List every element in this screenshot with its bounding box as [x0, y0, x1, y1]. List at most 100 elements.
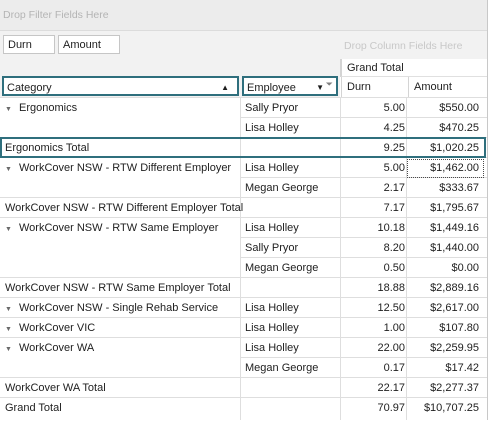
amount-cell[interactable]: $2,259.95 [430, 342, 479, 354]
amount-cell[interactable]: $1,795.67 [430, 202, 479, 214]
triangle-down-icon[interactable]: ▼ [5, 306, 12, 313]
pivot-row: Megan George 0.17 $17.42 [241, 357, 487, 378]
data-field-durn[interactable]: Durn [3, 35, 55, 54]
amount-cell[interactable]: $0.00 [451, 262, 479, 274]
category-label: WorkCover WA [19, 342, 95, 354]
pivot-row: ▼ WorkCover WA Lisa Holley 22.00 $2,259.9… [0, 337, 487, 358]
grand-total-column-header[interactable]: Grand Total [341, 59, 487, 77]
pivot-row: ▼ WorkCover NSW - RTW Different Employer … [0, 157, 487, 178]
grand-total-label[interactable]: Grand Total [5, 402, 62, 414]
amount-cell[interactable]: $333.67 [439, 182, 479, 194]
amount-cell[interactable]: $2,889.16 [430, 282, 479, 294]
pivot-row: Lisa Holley 4.25 $470.25 [241, 117, 487, 138]
pivot-total-row: WorkCover NSW - RTW Same Employer Total … [0, 277, 487, 298]
amount-cell[interactable]: $2,277.37 [430, 382, 479, 394]
filter-drop-zone[interactable]: Drop Filter Fields Here [0, 0, 487, 31]
durn-cell[interactable]: 8.20 [383, 242, 405, 254]
employee-cell[interactable]: Lisa Holley [245, 302, 299, 314]
pivot-total-row: Ergonomics Total 9.25 $1,020.25 [0, 137, 487, 158]
total-label[interactable]: WorkCover NSW - RTW Different Employer T… [5, 202, 244, 214]
grand-total-row: Grand Total 70.97 $10,707.25 [0, 397, 487, 421]
data-field-area: Durn Amount [0, 31, 487, 59]
category-cell[interactable]: ▼ Ergonomics [5, 98, 77, 118]
amount-cell[interactable]: $17.42 [445, 362, 479, 374]
pivot-row: Sally Pryor 8.20 $1,440.00 [241, 237, 487, 258]
durn-cell[interactable]: 22.00 [377, 342, 405, 354]
durn-cell[interactable]: 70.97 [377, 402, 405, 414]
employee-cell[interactable]: Lisa Holley [245, 162, 299, 174]
employee-cell[interactable]: Sally Pryor [245, 242, 299, 254]
pivot-row: ▼ WorkCover NSW - RTW Same Employer Lisa … [0, 217, 487, 238]
amount-cell[interactable]: $1,440.00 [430, 242, 479, 254]
row-field-category-label: Category [7, 82, 52, 94]
pivot-total-row: WorkCover WA Total 22.17 $2,277.37 [0, 377, 487, 398]
triangle-down-icon[interactable]: ▼ [5, 226, 12, 233]
durn-cell[interactable]: 0.50 [383, 262, 405, 274]
sort-asc-icon: ▲ [221, 83, 229, 92]
data-field-amount[interactable]: Amount [58, 35, 120, 54]
measure-header-durn[interactable]: Durn [341, 77, 407, 97]
category-cell[interactable]: ▼ WorkCover NSW - RTW Different Employer [5, 158, 231, 178]
total-label[interactable]: WorkCover WA Total [5, 382, 106, 394]
durn-cell[interactable]: 1.00 [383, 322, 405, 334]
pivot-row: ▼ WorkCover VIC Lisa Holley 1.00 $107.80 [0, 317, 487, 338]
triangle-down-icon[interactable]: ▼ [5, 346, 12, 353]
category-cell[interactable]: ▼ WorkCover NSW - RTW Same Employer [5, 218, 218, 238]
data-column-divider [340, 97, 341, 420]
pivot-total-row: WorkCover NSW - RTW Different Employer T… [0, 197, 487, 218]
employee-column-divider [240, 97, 241, 420]
durn-cell[interactable]: 0.17 [383, 362, 405, 374]
total-label[interactable]: WorkCover NSW - RTW Same Employer Total [5, 282, 231, 294]
column-drop-hint[interactable]: Drop Column Fields Here [344, 40, 463, 52]
durn-cell[interactable]: 7.17 [383, 202, 405, 214]
amount-cell[interactable]: $550.00 [439, 102, 479, 114]
durn-cell[interactable]: 2.17 [383, 182, 405, 194]
filter-drop-hint: Drop Filter Fields Here [3, 9, 109, 21]
pivot-row: ▼ Ergonomics Sally Pryor 5.00 $550.00 [0, 97, 487, 118]
funnel-icon[interactable]: ⏷ [325, 79, 333, 89]
pivot-row: Megan George 2.17 $333.67 [241, 177, 487, 198]
category-label: WorkCover NSW - RTW Same Employer [19, 222, 219, 234]
pivot-row: Megan George 0.50 $0.00 [241, 257, 487, 278]
row-field-category[interactable]: Category ▲ [2, 76, 239, 96]
category-label: WorkCover NSW - RTW Different Employer [19, 162, 232, 174]
row-field-employee[interactable]: Employee ▼ ⏷ [242, 76, 338, 96]
employee-cell[interactable]: Megan George [245, 362, 319, 374]
durn-cell[interactable]: 4.25 [383, 122, 405, 134]
amount-cell[interactable]: $1,020.25 [430, 142, 479, 154]
row-field-employee-label: Employee [247, 82, 296, 94]
triangle-down-icon[interactable]: ▼ [5, 166, 12, 173]
category-cell[interactable]: ▼ WorkCover NSW - Single Rehab Service [5, 298, 218, 318]
category-cell[interactable]: ▼ WorkCover VIC [5, 318, 95, 338]
category-label: WorkCover VIC [19, 322, 96, 334]
durn-cell[interactable]: 5.00 [383, 162, 405, 174]
amount-cell[interactable]: $1,462.00 [430, 162, 479, 174]
employee-cell[interactable]: Lisa Holley [245, 342, 299, 354]
employee-cell[interactable]: Megan George [245, 182, 319, 194]
category-label: WorkCover NSW - Single Rehab Service [19, 302, 219, 314]
category-label: Ergonomics [19, 102, 78, 114]
durn-cell[interactable]: 9.25 [383, 142, 405, 154]
measure-header-amount[interactable]: Amount [408, 77, 487, 97]
employee-cell[interactable]: Lisa Holley [245, 122, 299, 134]
amount-cell[interactable]: $10,707.25 [423, 402, 479, 414]
pivot-row: ▼ WorkCover NSW - Single Rehab Service Li… [0, 297, 487, 318]
amount-cell[interactable]: $2,617.00 [430, 302, 479, 314]
employee-cell[interactable]: Megan George [245, 262, 319, 274]
durn-cell[interactable]: 10.18 [377, 222, 405, 234]
amount-cell[interactable]: $1,449.16 [430, 222, 479, 234]
triangle-down-icon[interactable]: ▼ [5, 106, 12, 113]
amount-cell[interactable]: $107.80 [439, 322, 479, 334]
durn-cell[interactable]: 22.17 [377, 382, 405, 394]
employee-cell[interactable]: Sally Pryor [245, 102, 299, 114]
durn-cell[interactable]: 12.50 [377, 302, 405, 314]
durn-cell[interactable]: 5.00 [383, 102, 405, 114]
durn-cell[interactable]: 18.88 [377, 282, 405, 294]
category-cell[interactable]: ▼ WorkCover WA [5, 338, 94, 358]
employee-cell[interactable]: Lisa Holley [245, 222, 299, 234]
measure-column-divider [406, 97, 407, 420]
triangle-down-icon[interactable]: ▼ [5, 326, 12, 333]
total-label[interactable]: Ergonomics Total [5, 142, 90, 154]
employee-cell[interactable]: Lisa Holley [245, 322, 299, 334]
amount-cell[interactable]: $470.25 [439, 122, 479, 134]
